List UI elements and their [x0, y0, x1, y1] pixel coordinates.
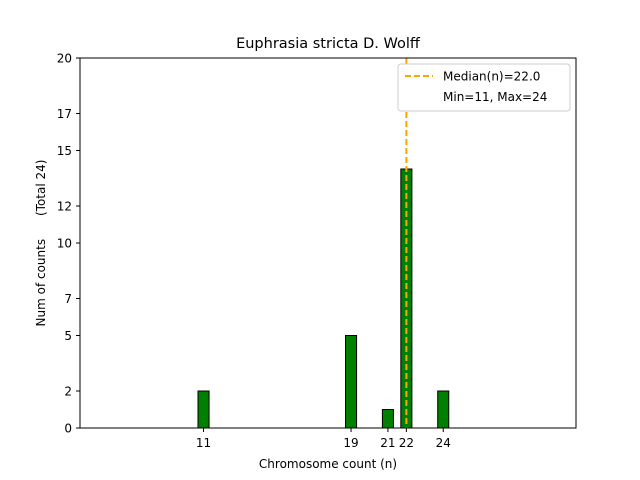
bar-21 [381, 409, 394, 429]
y-tick-label-12: 12 [57, 200, 72, 214]
bar-11 [197, 390, 210, 429]
x-tick-label-24: 24 [436, 436, 451, 450]
y-tick-label-0: 0 [64, 422, 72, 436]
y-tick-label-7: 7 [64, 292, 72, 306]
y-tick-label-20: 20 [57, 52, 72, 66]
y-tick-label-15: 15 [57, 144, 72, 158]
plot-area [80, 58, 455, 429]
legend: Median(n)=22.0 Min=11, Max=24 [397, 63, 571, 112]
x-tick-label-21: 21 [380, 436, 395, 450]
legend-range-label: Min=11, Max=24 [443, 90, 547, 104]
legend-median-label: Median(n)=22.0 [443, 70, 540, 84]
x-tick-label-22: 22 [399, 436, 414, 450]
x-axis-label: Chromosome count (n) [259, 457, 397, 471]
x-tick-label-11: 11 [196, 436, 211, 450]
plot-frame [79, 57, 577, 429]
y-axis-label: Num of counts (Total 24) [34, 160, 48, 327]
bar-19 [345, 335, 358, 429]
y-tick-label-10: 10 [57, 237, 72, 251]
y-tick-label-17: 17 [57, 107, 72, 121]
chart-title: Euphrasia stricta D. Wolff [236, 36, 421, 52]
y-tick-label-5: 5 [64, 329, 72, 343]
y-tick-label-2: 2 [64, 385, 72, 399]
bar-24 [437, 390, 450, 429]
x-tick-label-19: 19 [343, 436, 358, 450]
legend-box [397, 63, 571, 112]
